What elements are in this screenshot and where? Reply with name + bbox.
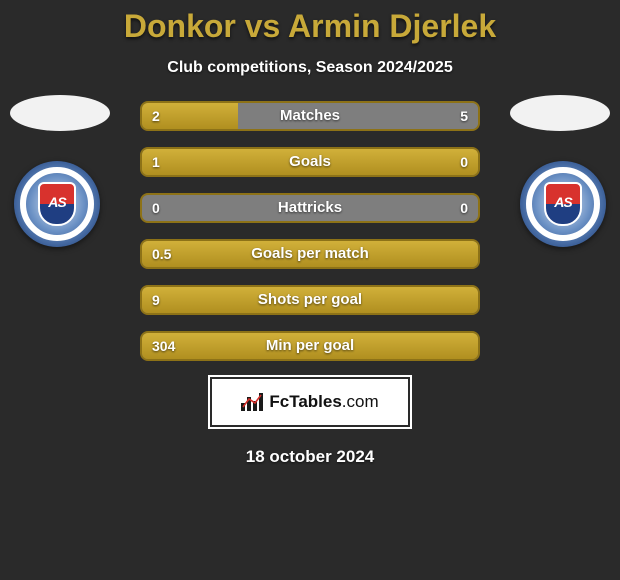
comparison-panel: AS AS Matches25Goals10Hattricks00Goals p… [0,101,620,467]
stat-bar-value-left: 304 [152,333,175,359]
stat-bar-label: Matches [142,103,478,129]
stat-bar-row: Goals1 0 [140,147,480,177]
club-shield-text: AS [40,184,74,210]
stat-bar-value-right: 5 [460,103,468,129]
stat-bar-value-right: 0 [460,195,468,221]
stat-bar-row: Goals per match0.5 [140,239,480,269]
date-label: 18 october 2024 [0,447,620,467]
stat-bar-label: Goals per match [142,241,478,267]
stat-bar-row: Hattricks0 0 [140,193,480,223]
stat-bar-label: Goals [142,149,478,175]
stat-bar-value-left: 0 [152,195,160,221]
page-title: Donkor vs Armin Djerlek [0,0,620,45]
stat-bar-row: Shots per goal9 [140,285,480,315]
stat-bars: Matches25Goals10Hattricks00Goals per mat… [140,101,480,361]
brand-domain: .com [342,392,379,411]
brand-name: FcTables [269,392,341,411]
stat-bar-value-left: 0.5 [152,241,171,267]
stat-bar-row: Matches2 5 [140,101,480,131]
brand-text: FcTables.com [269,392,378,412]
stat-bar-label: Hattricks [142,195,478,221]
brand-watermark: FcTables.com [210,377,410,427]
stat-bar-value-left: 9 [152,287,160,313]
club-shield-text: AS [546,184,580,210]
player-avatar-left [10,95,110,131]
club-logo-left: AS [14,161,100,247]
stat-bar-label: Min per goal [142,333,478,359]
club-logo-right: AS [520,161,606,247]
stat-bar-value-right: 0 [460,149,468,175]
stat-bar-row: Min per goal304 [140,331,480,361]
stat-bar-label: Shots per goal [142,287,478,313]
fctables-icon [241,393,263,411]
subtitle: Club competitions, Season 2024/2025 [0,59,620,77]
stat-bar-value-left: 1 [152,149,160,175]
player-avatar-right [510,95,610,131]
stat-bar-value-left: 2 [152,103,160,129]
